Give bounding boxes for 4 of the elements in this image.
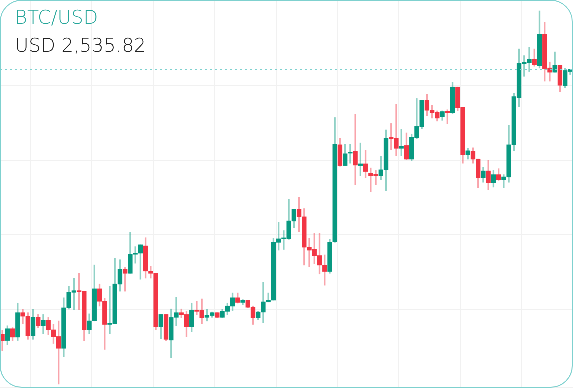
chart-title: BTC/USD [15,7,98,29]
candlestick [348,144,353,164]
candlestick [353,114,358,186]
text: USD 2,535.82 [15,35,146,57]
